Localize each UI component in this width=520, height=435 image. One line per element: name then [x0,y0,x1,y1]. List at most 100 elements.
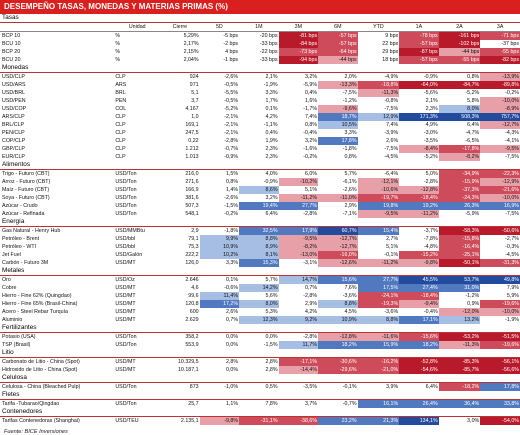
value-cell: 7,8% [265,401,278,407]
row-label: Jet Fuel [2,252,21,258]
column-header: YTD [357,22,400,32]
section-header: Monedas [0,64,520,73]
section-header: Contenedores [0,408,520,417]
value-cell: 0,1% [265,106,278,112]
value-cell: 1,7% [265,98,278,104]
table-row: Celulosa - China (Bleached Pulp) USD/Ton 8… [0,382,520,391]
value-cell: 17,8% [480,382,520,391]
value-cell: -8,2% [438,153,481,161]
value-cell: 19,8% [357,202,400,210]
value-cell: -5 bps [223,33,239,39]
value-cell: -2,1% [224,122,239,128]
value-cell: 6,4% [467,122,480,128]
value-cell: 45,5% [399,275,439,284]
value-cell: -64 bps [318,48,358,56]
value-cell: -44 bps [438,48,481,56]
value-cell: 27,7% [357,275,400,284]
value-cell: -2,8% [303,334,318,340]
column-header: 3A [480,22,520,32]
row-label: Aluminio [2,317,23,323]
value-cell: -25,1% [438,251,481,259]
value-cell: -84,7% [438,81,481,89]
value-cell: 166,9 [185,187,199,193]
value-cell: 2.646 [185,277,199,283]
value-cell: -87 bps [399,48,439,56]
row-label: Oro [2,277,11,283]
unit-cell: USD/MT [115,301,136,307]
value-cell: -82 bps [480,56,520,64]
value-cell: -2,8% [303,211,318,217]
value-cell: 29 bps [382,49,399,55]
value-cell: -0,2% [224,211,239,217]
unit-cell: USD/Ton [115,203,137,209]
table-row: Tarifa -Tubarao/Qingdao USD/Ton 25,7 1,1% 7,… [0,399,520,408]
value-cell: 18 bps [382,57,399,63]
value-cell: -18,2% [438,382,481,391]
row-label: Acero - Steel Rebar Turquía [2,309,68,315]
value-cell: 1,4% [226,187,239,193]
value-cell: -4,3% [505,130,519,136]
value-cell: 0,0% [226,334,239,340]
value-cell: -15,9% [438,178,481,186]
value-cell: 10.329,5 [177,359,199,365]
value-cell: 12,9% [357,113,400,121]
row-label: USD/ARS [2,82,26,88]
value-cell: -8,2% [278,243,319,251]
unit-cell: USD/Ton [115,195,137,201]
table-row: ARS/CLP CLP 1,0 -2,1% 4,2% 7,4% 18,7% 12,9% 171,… [0,113,520,121]
section-title: Monedas [0,64,520,73]
value-cell: 0,9% [467,301,480,307]
value-cell: 4,6 [191,285,199,291]
section-header: Celulosa [0,374,520,383]
unit-cell: CLP [115,122,126,128]
value-cell: -30,6% [318,357,358,366]
value-cell: 17,8% [318,137,358,145]
value-cell: -0,8% [384,98,399,104]
table-row: Maíz - Futuro (CBT) USD/Ton 166,9 1,4% 8,6% 5… [0,186,520,194]
row-label: Maíz - Futuro (CBT) [2,187,50,193]
value-cell: 3,3% [226,260,239,266]
unit-cell: BRL [115,90,126,96]
value-cell: 3,0% [467,418,480,424]
value-cell: 1,5% [226,171,239,177]
value-cell: -54,6% [399,366,439,374]
value-cell: -19,7% [357,194,400,202]
row-label: Celulosa - China (Bleached Pulp) [2,384,81,390]
value-cell: -9,5% [278,235,319,243]
value-cell: -34,9% [438,169,481,178]
value-cell: 2,3% [265,154,278,160]
source-note: Fuente: BICE Inversiones [4,429,68,435]
value-cell: 2,9% [344,203,357,209]
value-cell: -7,5% [384,106,399,112]
value-cell: -64,0% [399,81,439,89]
row-label: Carbonato de Litio - China (Spot) [2,359,80,365]
row-label: Hierro - Fine 65% (Brasil-China) [2,301,78,307]
value-cell: 8,6% [239,186,279,194]
value-cell: -12,1% [357,178,400,186]
unit-cell: CLP [115,146,126,152]
value-cell: -12,8% [399,186,439,194]
table-row: USD/ARS ARS 971 -0,5% -1,9% -5,9% -13,3% -18,8%… [0,81,520,89]
value-cell: -37,3% [438,186,481,194]
unit-cell: CLP [115,114,126,120]
value-cell: 126,0 [185,260,199,266]
value-cell: -6,1% [342,179,357,185]
value-cell: -56,1% [480,357,520,366]
value-cell: -0,7% [224,146,239,152]
row-label: PEN/CLP [2,130,25,136]
unit-cell: CLP [115,130,126,136]
value-cell: 2,7% [386,236,399,242]
value-cell: 2,6% [386,138,399,144]
section-header: Energía [0,218,520,227]
value-cell: -11,6% [357,332,400,341]
value-cell: 553,9 [185,342,199,348]
row-label: BCU 10 [2,41,21,47]
value-cell: -2,6% [342,187,357,193]
value-cell: 17,2% [199,300,240,308]
value-cell: 7,6% [344,285,357,291]
value-cell: 247,5 [185,130,199,136]
value-cell: 0,7% [305,285,318,291]
value-cell: 7,4% [386,122,399,128]
value-cell: -15,6% [399,332,439,341]
unit-cell: USD/MMBtu [115,228,145,234]
